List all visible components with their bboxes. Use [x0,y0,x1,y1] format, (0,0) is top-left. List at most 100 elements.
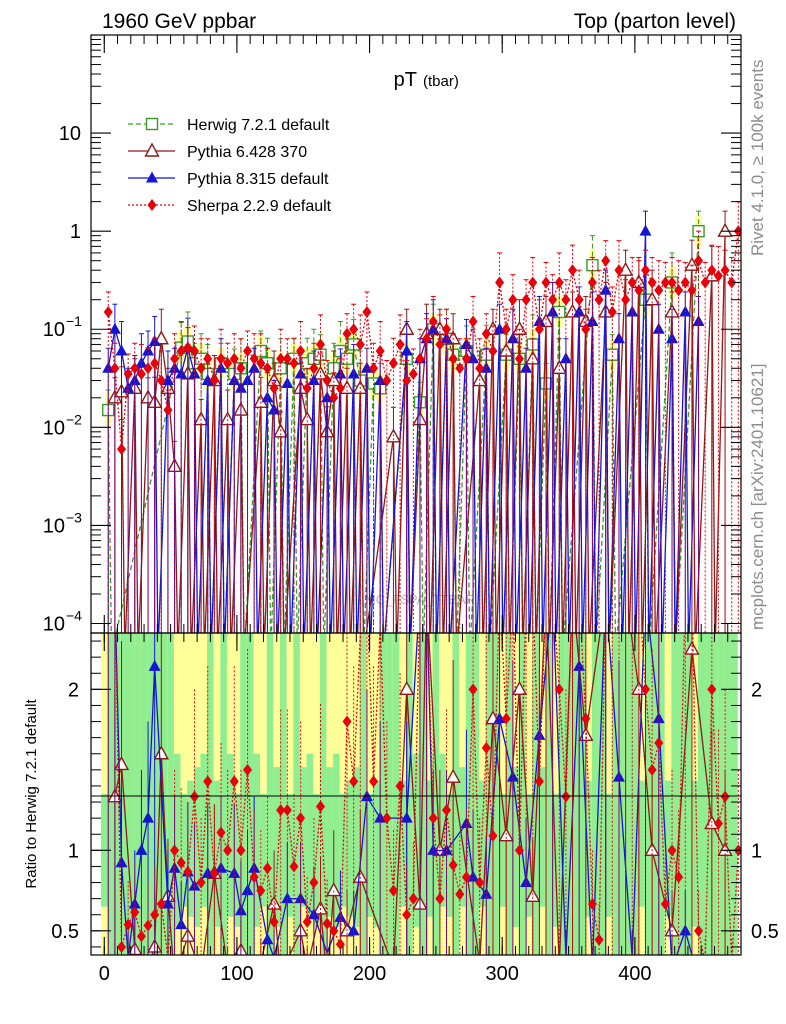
ratio-band-green [326,767,334,917]
ratio-point [660,898,670,911]
ratio-point [442,804,452,817]
data-point [508,293,518,306]
ratio-line [114,633,726,955]
upper-series-layer [102,201,741,633]
ratio-band-green [591,633,599,955]
ratio-point [189,790,199,803]
mcplots-credit-label: mcplots.cern.ch [arXiv:2401.10621] [748,363,767,630]
ratio-band-green [618,633,625,955]
ratio-band-green [512,767,519,927]
ratio-point [347,924,360,936]
ratio-band-green [160,633,168,955]
data-point [581,323,591,336]
data-point [117,443,127,456]
ratio-band-green [711,633,718,955]
ratio-point [594,933,604,946]
ratio-point [475,876,485,889]
data-point [521,293,531,306]
ratio-point [209,867,219,880]
ratio-tick-label-right: 0.5 [751,921,779,943]
data-point [369,362,379,375]
ratio-band-green [717,633,725,955]
legend-label: Sherpa 2.2.9 default [187,198,332,215]
series-sherpa [103,201,741,633]
ratio-tick-label-right: 2 [751,679,762,701]
ratio-band-green [439,753,446,907]
data-point [115,344,128,356]
x-tick-label: 100 [220,963,253,985]
ratio-point [196,876,206,889]
ratio-point [315,800,325,813]
ratio-point [514,844,524,857]
ratio-band-green [167,633,174,955]
data-point [448,352,458,365]
data-point [309,362,319,375]
data-point [422,332,432,345]
data-point [223,357,233,370]
data-point [388,357,398,370]
data-point [428,315,438,328]
data-point [123,367,133,380]
data-point [395,338,405,351]
data-point [296,345,306,358]
ratio-point [455,888,465,901]
data-point [103,305,113,318]
y-tick-exponent: −3 [66,509,82,525]
data-point [209,374,219,387]
ratio-tick-label: 0.5 [51,921,79,943]
ratio-point [481,741,491,754]
ratio-band-green [459,767,466,907]
chart-title-main: pT [394,69,417,91]
ratio-point [309,876,319,889]
ratio-point [150,908,160,921]
ratio-point [161,897,174,909]
ratio-point [188,879,201,891]
ratio-band-green [240,633,247,955]
y-tick-exponent: −1 [66,313,82,329]
ratio-point [581,712,591,725]
ratio-point [256,884,266,897]
y-tick-exponent: −2 [66,411,82,427]
ratio-band-green [226,753,234,917]
data-point [501,323,511,336]
ratio-point [382,812,392,825]
ratio-band-green [724,633,732,955]
ratio-band-green [664,780,672,917]
ratio-band-green [173,753,181,927]
ratio-band-green [154,633,161,955]
data-point [108,322,121,334]
ratio-point [448,858,458,871]
data-point [694,254,704,267]
data-point [256,357,266,370]
data-point [216,352,226,365]
data-point [640,264,650,277]
ratio-point [501,712,511,725]
data-point [614,264,624,277]
data-point [176,345,186,358]
data-point [302,382,312,395]
data-point [249,352,259,365]
ratio-tick-label-right: 1 [751,840,762,862]
ratio-band-green [352,767,360,927]
ratio-tick-label: 2 [68,679,79,701]
ratio-band-green [193,767,201,927]
data-point [163,404,173,417]
data-point [455,362,465,375]
ratio-band-green [492,633,499,955]
ratio-point [276,804,286,817]
y-tick-label: 10 [43,613,65,635]
ratio-point [249,871,259,884]
data-point [400,344,413,356]
ratio-point [467,870,480,882]
ratio-band-green [213,780,221,927]
ratio-band-green [392,633,400,955]
ratio-band-green [220,633,227,955]
data-point [153,330,169,345]
data-point [481,327,491,340]
data-point [442,323,452,336]
ratio-band-green [147,633,155,955]
ratio-point [342,715,352,728]
ratio-band-green [691,780,698,927]
data-point [143,362,153,375]
ratio-point [261,933,274,945]
